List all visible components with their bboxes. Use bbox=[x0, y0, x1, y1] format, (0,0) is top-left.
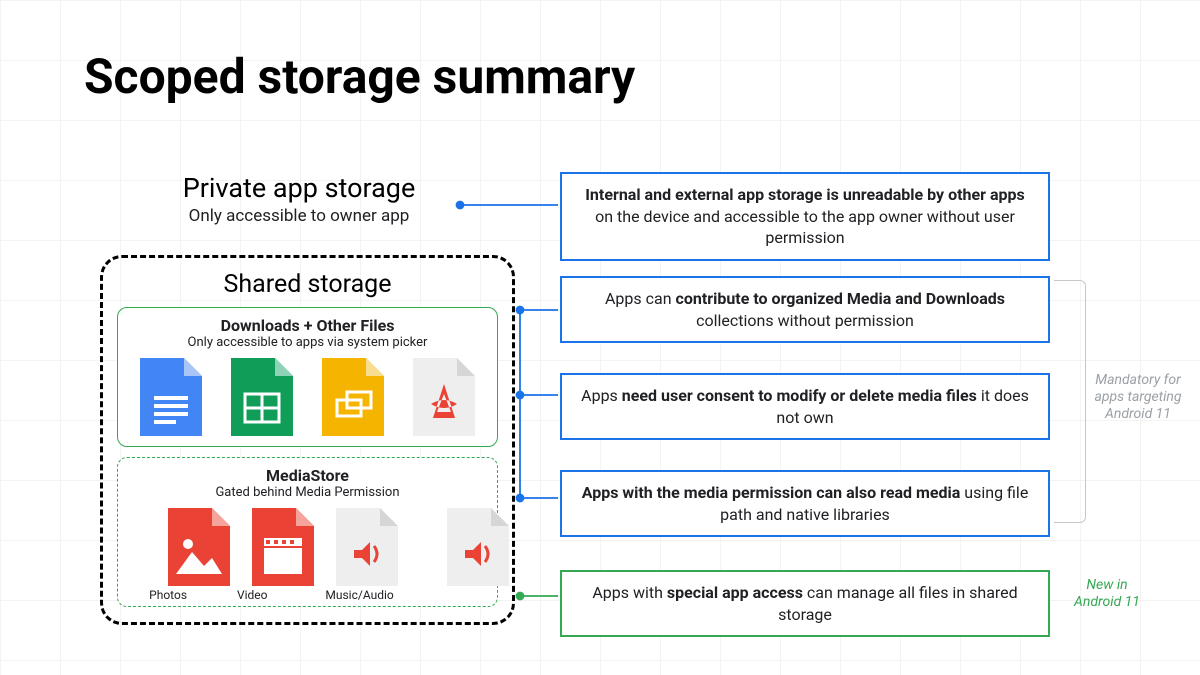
page-title: Scoped storage summary bbox=[0, 0, 1200, 105]
b5-bold: special app access bbox=[667, 583, 803, 602]
video-caption: Video bbox=[221, 588, 283, 602]
photos-caption: Photos bbox=[137, 588, 199, 602]
info-box-4: Apps with the media permission can also … bbox=[560, 470, 1050, 537]
mediastore-desc: Gated behind Media Permission bbox=[126, 485, 489, 500]
private-heading-text: Private app storage bbox=[84, 172, 514, 204]
video-item: Video bbox=[221, 508, 283, 602]
photos-item: Photos bbox=[137, 508, 199, 602]
shared-storage-box: Shared storage Downloads + Other Files O… bbox=[100, 255, 515, 625]
downloads-desc: Only accessible to apps via system picke… bbox=[126, 335, 489, 350]
mediastore-title: MediaStore bbox=[126, 466, 489, 485]
b1-rest: on the device and accessible to the app … bbox=[595, 207, 1015, 248]
b5-rest: can manage all files in shared storage bbox=[778, 583, 1018, 624]
doc-icon bbox=[140, 358, 202, 436]
slides-icon bbox=[322, 358, 384, 436]
audio-caption: Music/Audio bbox=[325, 588, 393, 602]
mandatory-bracket bbox=[1054, 280, 1086, 523]
photos-icon bbox=[137, 508, 199, 586]
b5-pre: Apps with bbox=[592, 583, 667, 602]
downloads-title: Downloads + Other Files bbox=[126, 316, 489, 335]
audio-item-2 bbox=[416, 508, 478, 602]
info-box-1: Internal and external app storage is unr… bbox=[560, 172, 1050, 261]
audio-icon bbox=[305, 508, 367, 586]
audio-caption-2 bbox=[416, 588, 478, 602]
b4-bold: Apps with the media permission can also … bbox=[582, 483, 961, 502]
pdf-icon bbox=[413, 358, 475, 436]
b2-pre: Apps can bbox=[605, 289, 676, 308]
b2-bold: contribute to organized Media and Downlo… bbox=[676, 289, 1006, 308]
audio-item-1: Music/Audio bbox=[305, 508, 393, 602]
downloads-box: Downloads + Other Files Only accessible … bbox=[117, 307, 498, 447]
b3-pre: Apps bbox=[581, 386, 622, 405]
info-box-3: Apps need user consent to modify or dele… bbox=[560, 373, 1050, 440]
info-box-2: Apps can contribute to organized Media a… bbox=[560, 276, 1050, 343]
audio-icon-2 bbox=[416, 508, 478, 586]
info-box-5: Apps with special app access can manage … bbox=[560, 570, 1050, 637]
shared-heading: Shared storage bbox=[117, 270, 498, 299]
sheet-icon bbox=[231, 358, 293, 436]
b3-bold: need user consent to modify or delete me… bbox=[622, 386, 977, 405]
b2-rest: collections without permission bbox=[696, 311, 914, 330]
b1-bold: Internal and external app storage is unr… bbox=[585, 185, 1024, 204]
new-label: New in Android 11 bbox=[1062, 577, 1152, 611]
video-icon bbox=[221, 508, 283, 586]
mediastore-box: MediaStore Gated behind Media Permission… bbox=[117, 457, 498, 607]
mandatory-label: Mandatory for apps targeting Android 11 bbox=[1090, 372, 1186, 422]
private-storage-heading: Private app storage Only accessible to o… bbox=[84, 172, 514, 226]
private-sub-text: Only accessible to owner app bbox=[84, 206, 514, 226]
